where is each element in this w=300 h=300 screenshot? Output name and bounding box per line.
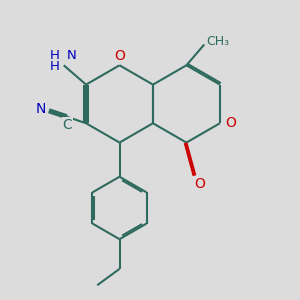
Text: O: O bbox=[114, 50, 125, 63]
Text: H: H bbox=[50, 60, 60, 73]
Text: N: N bbox=[35, 102, 46, 116]
Text: H: H bbox=[50, 49, 60, 62]
Text: CH₃: CH₃ bbox=[206, 35, 229, 48]
Text: N: N bbox=[67, 49, 77, 62]
Text: C: C bbox=[62, 118, 72, 132]
Text: O: O bbox=[194, 177, 205, 191]
Text: O: O bbox=[225, 116, 236, 130]
